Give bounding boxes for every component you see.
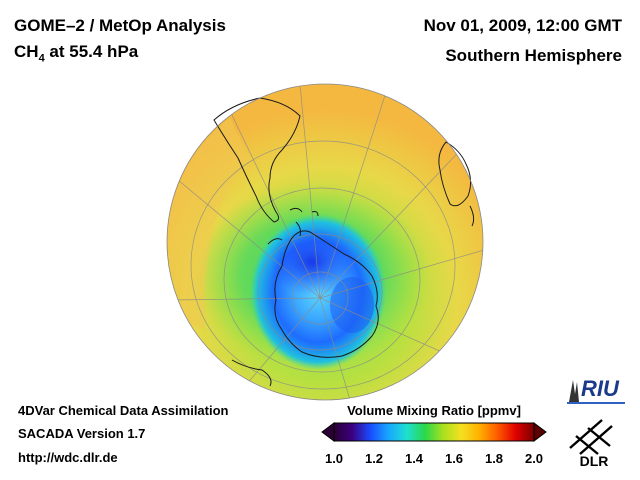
species-name: CH [14,42,39,61]
australia-coast [231,359,272,387]
date-label: Nov 01, 2009, 12:00 GMT [423,16,622,35]
riu-logo: RIU [567,376,625,404]
colorbar-tick-label: 1.4 [404,451,424,466]
website-url: http://wdc.dlr.de [18,450,118,465]
pressure-text: at 55.4 hPa [44,42,139,61]
colorbar [321,422,547,442]
colorbar-gradient [333,422,535,442]
dlr-logo: DLR [569,419,613,469]
colorbar-tick-label: 1.0 [324,451,344,466]
species-subscript: 4 [38,52,45,65]
colorbar-tick-label: 1.8 [484,451,504,466]
species-pressure-label: CH4 at 55.4 hPa [14,42,138,64]
version-label: SACADA Version 1.7 [18,426,146,441]
colorbar-max-arrow [533,422,547,442]
globe-outline [166,83,484,401]
colorbar-tick-label: 1.6 [444,451,464,466]
analysis-title: GOME–2 / MetOp Analysis [14,16,226,35]
region-label: Southern Hemisphere [445,46,622,65]
south-america-coast [213,97,301,223]
colorbar-title: Volume Mixing Ratio [ppmv] [347,403,521,418]
colorbar-tick-label: 2.0 [524,451,544,466]
riu-text: RIU [581,376,620,401]
dlr-text: DLR [580,453,609,469]
riu-cathedral-icon [569,380,579,402]
coastlines [213,97,475,387]
method-label: 4DVar Chemical Data Assimilation [18,403,229,418]
africa-coast [438,141,472,207]
dlr-emblem-icon [569,419,613,455]
colorbar-tick-label: 1.2 [364,451,384,466]
colorbar-min-arrow [321,422,335,442]
graticule [169,84,483,400]
antarctica-coast [274,230,379,358]
